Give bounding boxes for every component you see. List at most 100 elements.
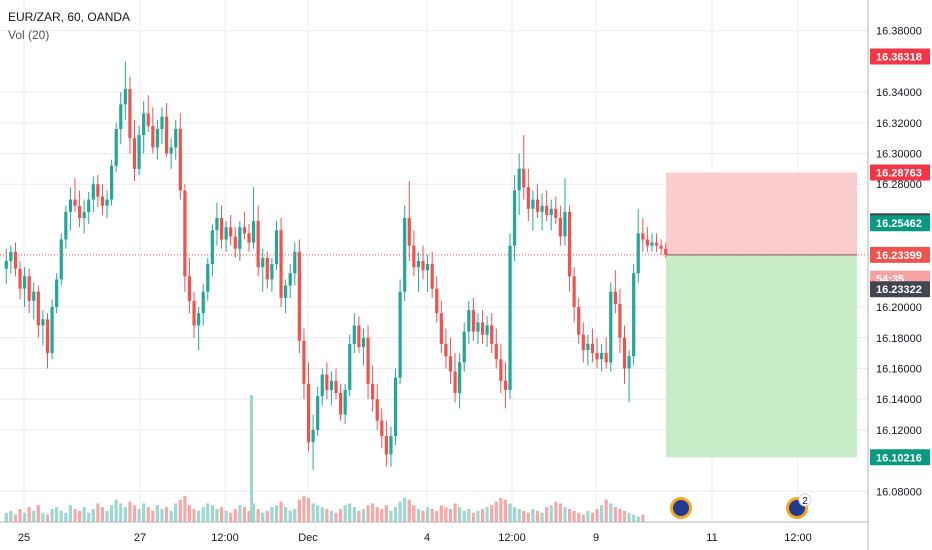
candle-body <box>604 353 608 363</box>
candle-body <box>512 190 517 246</box>
take-profit-zone[interactable] <box>666 254 857 458</box>
candle-body <box>393 377 398 437</box>
volume-bar <box>599 505 604 522</box>
candle-body <box>348 343 352 390</box>
candle-body <box>302 340 306 384</box>
candle-body <box>480 322 485 335</box>
position-zones[interactable] <box>666 172 857 458</box>
volume-bar <box>522 510 526 522</box>
volume-bar <box>467 509 471 522</box>
price-axis-labels: 16.3631816.2876316.2558816.2546216.23399… <box>870 48 930 466</box>
price-label-badge <box>870 215 930 232</box>
symbol-title[interactable]: EUR/ZAR, 60, OANDA <box>8 10 131 24</box>
candle-body <box>256 221 260 268</box>
volume-bar <box>27 507 31 522</box>
candle-body <box>59 239 63 280</box>
volume-bar <box>490 505 494 522</box>
candle-body <box>421 261 425 271</box>
volume-bar <box>503 499 508 522</box>
volume-bar <box>535 510 540 522</box>
candle-body <box>343 389 347 415</box>
volume-bar <box>192 509 196 522</box>
volume-bar <box>526 512 530 522</box>
price-label-badge <box>870 246 930 263</box>
price-label-badge <box>870 164 930 181</box>
event-icons[interactable]: 2 <box>670 493 812 519</box>
candle-body <box>64 211 68 240</box>
price-tick-label: 16.12000 <box>876 425 922 437</box>
candle-body <box>174 128 178 148</box>
volume-bar <box>178 499 182 522</box>
price-axis[interactable]: 16.38000 16.34000 16.32000 16.30000 16.28000… <box>876 26 922 499</box>
candle-body <box>82 211 86 219</box>
price-tick-label: 16.28000 <box>876 179 922 191</box>
candle-body <box>297 251 301 341</box>
candle-body <box>206 264 210 292</box>
candle-body <box>242 227 247 234</box>
candle-body <box>540 205 544 212</box>
candle-body <box>654 242 659 246</box>
candle-body <box>458 362 462 394</box>
volume-bar <box>563 507 567 522</box>
volume-bar <box>215 509 219 522</box>
candle-body <box>453 371 457 394</box>
candle-body <box>508 245 512 390</box>
candles <box>4 61 668 470</box>
candle-body <box>462 331 466 363</box>
candle-body <box>18 268 22 289</box>
volume-bar <box>238 505 242 522</box>
volume-bar <box>229 512 233 522</box>
candle-body <box>522 168 526 188</box>
candle-body <box>494 343 498 360</box>
candle-body <box>247 233 251 243</box>
candle-body <box>288 273 292 286</box>
volume-bar <box>132 505 137 522</box>
volume-bar <box>45 514 50 522</box>
volume-bar <box>59 510 63 522</box>
volume-bar <box>554 501 558 522</box>
time-axis[interactable]: 25 27 12:00 Dec 4 12:00 9 11 12:00 <box>18 532 812 544</box>
volume-bar <box>590 512 595 522</box>
volume-bar <box>636 516 640 522</box>
candle-body <box>45 319 50 354</box>
candle-body <box>425 264 430 271</box>
volume-bar <box>499 497 503 522</box>
candle-body <box>439 313 443 344</box>
volume-bar <box>137 509 141 522</box>
volume-bar <box>164 507 169 522</box>
volume-bar <box>444 507 448 522</box>
volume-bar <box>169 510 173 522</box>
volume-bar <box>114 499 118 522</box>
candle-body <box>380 420 384 437</box>
candle-body <box>4 261 8 269</box>
candle-body <box>160 116 164 129</box>
volume-bar <box>146 507 150 522</box>
candle-body <box>334 380 338 394</box>
candle-body <box>105 199 109 206</box>
volume-indicator-label[interactable]: Vol (20) <box>8 28 50 42</box>
volume-bar <box>311 503 315 522</box>
candle-body <box>558 218 562 237</box>
volume-bar <box>279 501 283 522</box>
stop-loss-zone[interactable] <box>666 172 857 255</box>
volume-bar <box>485 507 489 522</box>
volume-bar <box>73 509 77 522</box>
volume-bar <box>545 507 549 522</box>
volume-bar <box>540 512 544 522</box>
candle-body <box>416 261 421 268</box>
volume-bar <box>302 496 306 522</box>
candle-body <box>517 168 521 191</box>
volume-bar <box>155 505 160 522</box>
volume-bar <box>284 507 288 522</box>
price-tick-label: 16.08000 <box>876 486 922 498</box>
candle-body <box>577 307 581 335</box>
candle-body <box>210 230 214 265</box>
volume-bar <box>435 510 439 522</box>
candle-body <box>590 343 595 354</box>
candle-body <box>187 276 192 301</box>
candle-body <box>119 104 123 129</box>
candle-body <box>192 300 196 326</box>
volume-bar <box>55 507 59 522</box>
time-tick-label: 9 <box>593 532 599 544</box>
